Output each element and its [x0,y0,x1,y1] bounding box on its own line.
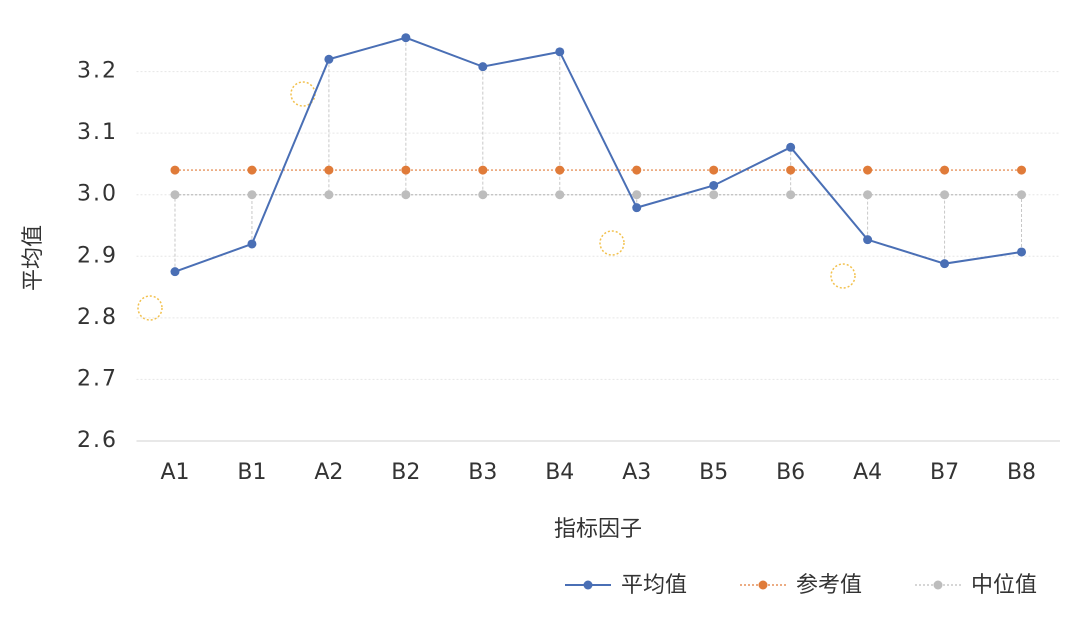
point [555,190,565,200]
x-tick-label: B4 [545,460,574,485]
point [247,239,257,249]
point [170,165,180,175]
highlight-circles [137,81,856,321]
point [1017,247,1027,257]
point [940,190,950,200]
x-tick-label: A1 [160,460,189,485]
point [324,190,334,200]
y-tick-label: 2.9 [77,243,118,268]
x-tick-label: B5 [699,460,728,485]
point [1017,165,1027,175]
point [786,190,796,200]
x-tick-label: B3 [468,460,497,485]
point [709,190,719,200]
point [632,190,642,200]
x-tick-label: B8 [1007,460,1036,485]
series-line [174,36,1022,273]
point [1017,190,1027,200]
point [863,190,873,200]
point [555,165,565,175]
x-tick-label: B2 [391,460,420,485]
point [401,190,411,200]
point [555,47,565,57]
y-tick-label: 2.7 [77,366,118,391]
point [170,267,180,277]
y-tick-label: 3.0 [77,182,118,207]
x-axis-label: 指标因子 [554,517,642,542]
point [786,142,796,152]
highlight-circle [599,230,625,256]
point [478,190,488,200]
x-tick-label: B1 [237,460,266,485]
point [632,165,642,175]
point [632,203,642,213]
legend-marker [758,580,768,590]
legend-label: 中位值 [971,573,1037,598]
x-tick-label: A3 [622,460,651,485]
x-tick-label: B6 [776,460,805,485]
point [709,180,719,190]
point [863,165,873,175]
highlight-circle [137,295,163,321]
point [863,235,873,245]
point [324,165,334,175]
point [170,190,180,200]
y-tick-label: 3.2 [77,59,118,84]
legend-marker [933,580,943,590]
point [324,54,334,64]
point [247,165,257,175]
x-tick-label: B7 [930,460,959,485]
point [940,259,950,269]
legend-marker [583,580,593,590]
legend-label: 参考值 [796,573,862,598]
y-tick-label: 2.6 [77,428,118,453]
point [478,165,488,175]
x-tick-label: A2 [314,460,343,485]
highlight-circle [830,263,856,289]
point [940,165,950,175]
y-axis-label: 平均值 [21,225,46,291]
point [709,165,719,175]
point [478,62,488,72]
point [401,33,411,43]
y-tick-label: 2.8 [77,305,118,330]
point [786,165,796,175]
legend-label: 平均值 [621,573,687,598]
y-tick-label: 3.1 [77,120,118,145]
x-tick-label: A4 [853,460,882,485]
point [247,190,257,200]
point [401,165,411,175]
